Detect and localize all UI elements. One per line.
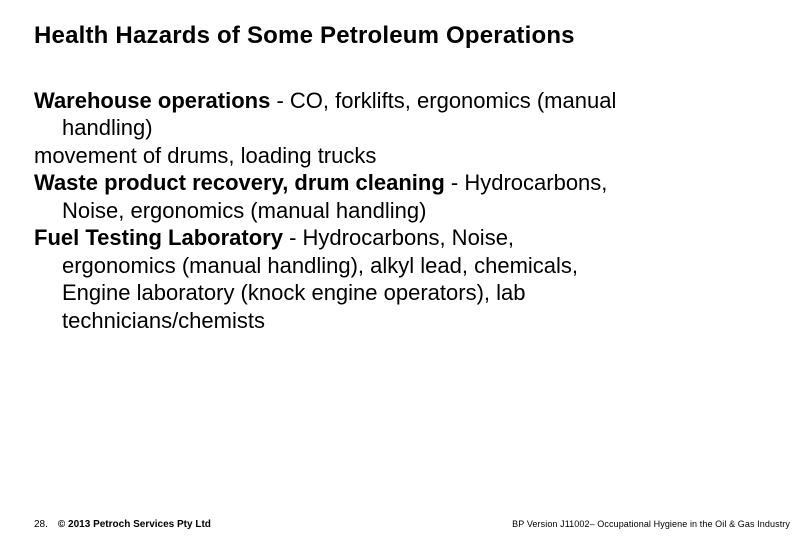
item-cont: ergonomics (manual handling), alkyl lead… — [34, 252, 780, 280]
item-rest: - Hydrocarbons, — [445, 170, 608, 195]
footer: 28. © 2013 Petroch Services Pty Ltd BP V… — [34, 519, 790, 530]
slide: Health Hazards of Some Petroleum Operati… — [0, 0, 810, 540]
item-cont: Noise, ergonomics (manual handling) — [34, 197, 780, 225]
item-cont: technicians/chemists — [34, 307, 780, 335]
item-lead: Waste product recovery, drum cleaning — [34, 170, 445, 195]
item-rest: - Hydrocarbons, Noise, — [283, 225, 514, 250]
body-item: movement of drums, loading trucks — [34, 142, 780, 170]
version-text: BP Version J11002– Occupational Hygiene … — [512, 519, 790, 529]
body-text: Warehouse operations - CO, forklifts, er… — [34, 87, 780, 335]
item-cont: Engine laboratory (knock engine operator… — [34, 279, 780, 307]
item-lead: Fuel Testing Laboratory — [34, 225, 283, 250]
copyright-text: © 2013 Petroch Services Pty Ltd — [58, 519, 211, 530]
item-rest: movement of drums, loading trucks — [34, 143, 376, 168]
page-number: 28. — [34, 519, 48, 530]
page-title: Health Hazards of Some Petroleum Operati… — [34, 22, 780, 51]
body-item: Waste product recovery, drum cleaning - … — [34, 169, 780, 197]
footer-left: 28. © 2013 Petroch Services Pty Ltd — [34, 519, 211, 530]
item-rest: - CO, forklifts, ergonomics (manual — [270, 88, 616, 113]
item-cont: handling) — [34, 114, 780, 142]
item-lead: Warehouse operations — [34, 88, 270, 113]
body-item: Warehouse operations - CO, forklifts, er… — [34, 87, 780, 115]
body-item: Fuel Testing Laboratory - Hydrocarbons, … — [34, 224, 780, 252]
